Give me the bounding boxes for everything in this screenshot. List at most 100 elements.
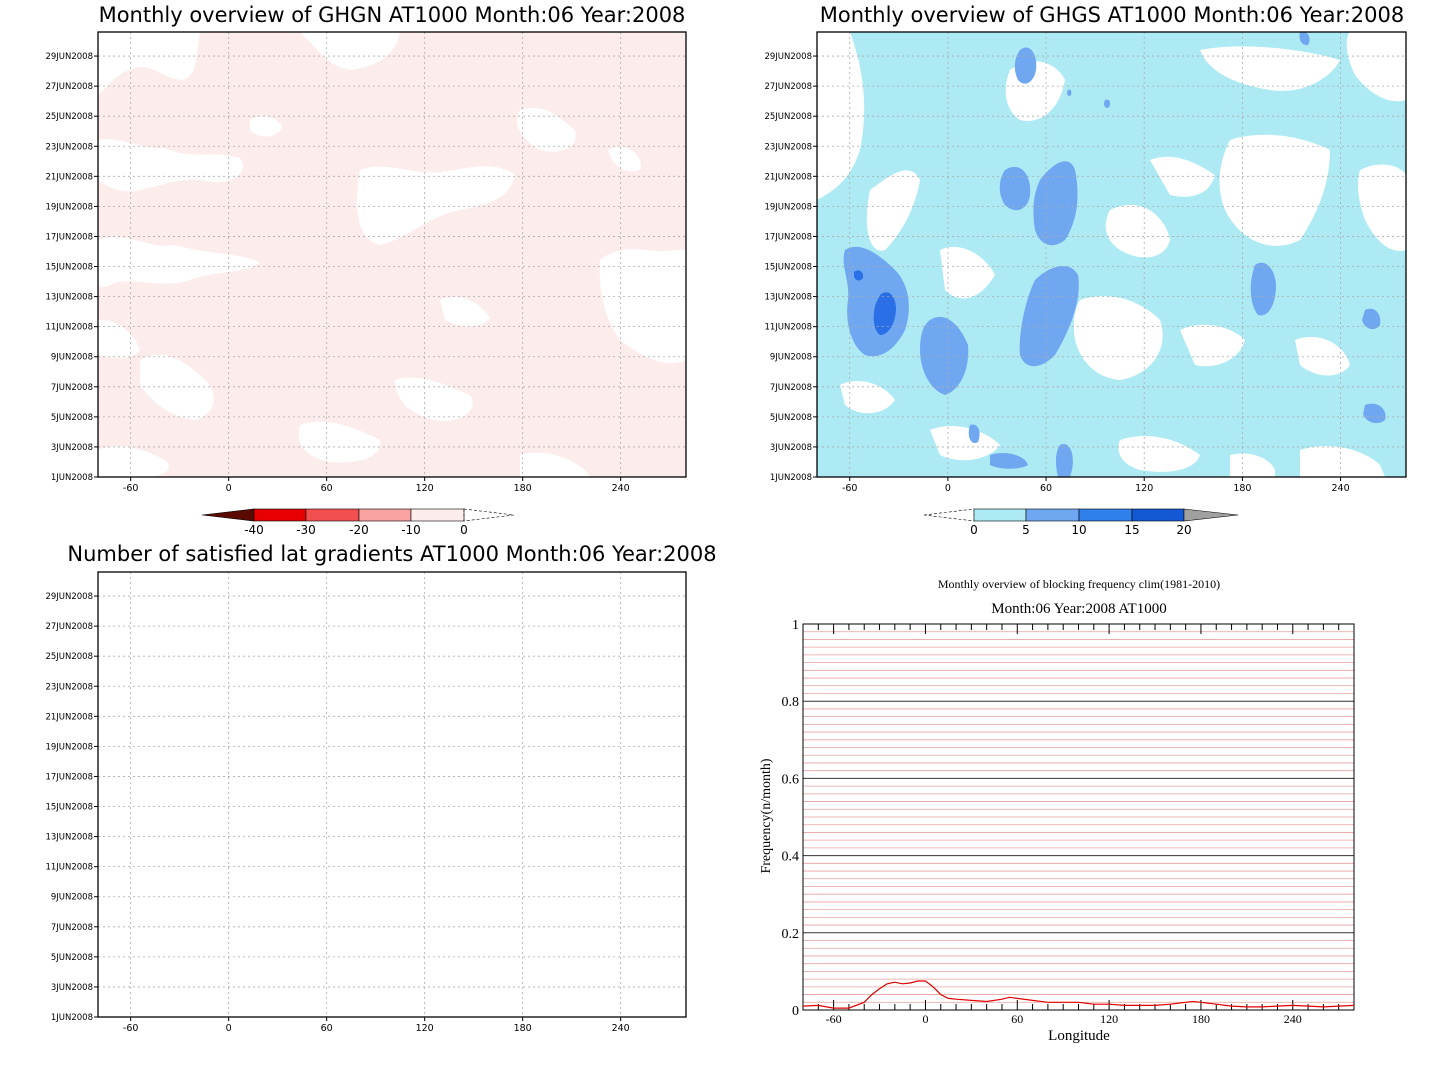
colorbar-box xyxy=(410,508,465,522)
colorbar-label: 0 xyxy=(460,523,468,537)
y-tick-label: 9JUN2008 xyxy=(770,353,812,363)
x-tick-label: -60 xyxy=(123,1023,139,1034)
y-tick-label: 29JUN2008 xyxy=(45,592,93,602)
ghgs-blank-regions xyxy=(817,32,1406,477)
ghgn-grid xyxy=(98,32,686,478)
y-tick-label: 5JUN2008 xyxy=(51,953,93,963)
ghgn-field xyxy=(98,32,686,477)
x-tick-label: 180 xyxy=(1233,483,1251,494)
ghgn-colorbar: -40 -30 -20 -10 0 xyxy=(201,508,515,537)
x-tick-label: -60 xyxy=(826,1012,842,1026)
line-yticks: 0 0.2 0.4 0.6 0.8 1 xyxy=(782,618,800,1019)
y-tick-label: 11JUN2008 xyxy=(45,863,93,873)
y-tick-label: 1JUN2008 xyxy=(51,473,93,483)
line-chart-subtitle: Month:06 Year:2008 AT1000 xyxy=(991,601,1166,617)
y-tick-label: 3JUN2008 xyxy=(51,443,93,453)
y-tick-label: 13JUN2008 xyxy=(764,293,812,303)
y-tick-label: 19JUN2008 xyxy=(45,202,93,212)
x-tick-label: -60 xyxy=(842,483,858,494)
colorbar-box xyxy=(973,508,1027,522)
y-tick-label: 23JUN2008 xyxy=(764,142,812,152)
y-tick-label: 7JUN2008 xyxy=(51,923,93,933)
y-tick-label: 25JUN2008 xyxy=(764,112,812,122)
ghgs-xticks: -60 0 60 120 180 240 xyxy=(842,477,1350,494)
nsat-grid xyxy=(98,572,686,1018)
y-tick-label: 0.6 xyxy=(782,772,800,787)
x-tick-label: 60 xyxy=(1011,1012,1023,1026)
y-tick-label: 0.8 xyxy=(782,695,800,710)
line-hlines xyxy=(803,631,1354,1003)
colorbar-label: 0 xyxy=(970,523,978,537)
y-tick-label: 29JUN2008 xyxy=(764,52,812,62)
ghgs-yticks: 1JUN2008 3JUN2008 5JUN2008 7JUN2008 9JUN2008… xyxy=(764,52,817,483)
y-tick-label: 27JUN2008 xyxy=(45,82,93,92)
panel-ghgs: Monthly overview of GHGS AT1000 Month:06… xyxy=(764,3,1407,537)
colorbar-box xyxy=(1078,508,1133,522)
x-tick-label: 240 xyxy=(612,483,630,494)
ghgs-colorbar: 0 5 10 15 20 xyxy=(923,508,1239,537)
y-tick-label: 1JUN2008 xyxy=(770,473,812,483)
y-tick-label: 15JUN2008 xyxy=(45,803,93,813)
y-tick-label: 25JUN2008 xyxy=(45,652,93,662)
ghgn-blank-regions xyxy=(98,32,686,477)
colorbar-arrow-low xyxy=(201,508,255,522)
panel-title: Number of satisfied lat gradients AT1000… xyxy=(67,542,716,566)
colorbar-box xyxy=(253,508,307,522)
plot-area xyxy=(98,572,686,1017)
panel-title: Monthly overview of GHGS AT1000 Month:06… xyxy=(820,3,1404,27)
y-tick-label: 11JUN2008 xyxy=(764,323,812,333)
panel-title: Monthly overview of GHGN AT1000 Month:06… xyxy=(99,3,686,27)
colorbar-box xyxy=(1025,508,1080,522)
panel-nsat: Number of satisfied lat gradients AT1000… xyxy=(45,542,716,1034)
y-tick-label: 5JUN2008 xyxy=(51,413,93,423)
x-tick-label: 0 xyxy=(226,483,232,494)
y-tick-label: 29JUN2008 xyxy=(45,52,93,62)
x-tick-label: 240 xyxy=(1331,483,1349,494)
panel-ghgn: Monthly overview of GHGN AT1000 Month:06… xyxy=(45,3,687,537)
y-tick-label: 9JUN2008 xyxy=(51,893,93,903)
nsat-yticks: 1JUN2008 3JUN2008 5JUN2008 7JUN2008 9JUN2008… xyxy=(45,592,98,1023)
colorbar-label: -10 xyxy=(401,523,421,537)
y-tick-label: 5JUN2008 xyxy=(770,413,812,423)
y-tick-label: 25JUN2008 xyxy=(45,112,93,122)
x-tick-label: 60 xyxy=(321,1023,333,1034)
colorbar-label: 15 xyxy=(1124,523,1139,537)
x-tick-label: 0 xyxy=(945,483,951,494)
line-xticks: -60 0 60 120 180 240 xyxy=(826,1012,1302,1026)
y-tick-label: 19JUN2008 xyxy=(764,202,812,212)
y-tick-label: 7JUN2008 xyxy=(770,383,812,393)
plot-frame xyxy=(97,31,687,478)
x-tick-label: 120 xyxy=(416,483,434,494)
y-tick-label: 27JUN2008 xyxy=(764,82,812,92)
ghgs-field xyxy=(817,32,1406,477)
x-tick-label: 60 xyxy=(321,483,333,494)
y-tick-label: 11JUN2008 xyxy=(45,323,93,333)
x-tick-label: -60 xyxy=(123,483,139,494)
y-tick-label: 21JUN2008 xyxy=(764,172,812,182)
ghgs-dark-regions xyxy=(854,270,896,335)
y-tick-label: 1JUN2008 xyxy=(51,1013,93,1023)
x-tick-label: 0 xyxy=(226,1023,232,1034)
y-tick-label: 23JUN2008 xyxy=(45,682,93,692)
y-tick-label: 1 xyxy=(792,618,799,633)
x-tick-label: 60 xyxy=(1040,483,1052,494)
x-tick-label: 120 xyxy=(1135,483,1153,494)
colorbar-arrow-high xyxy=(463,508,515,522)
ghgn-yticks: 1JUN2008 3JUN2008 5JUN2008 7JUN2008 9JUN2008… xyxy=(45,52,98,483)
x-tick-label: 240 xyxy=(1284,1012,1302,1026)
y-tick-label: 15JUN2008 xyxy=(764,263,812,273)
x-axis-label: Longitude xyxy=(1048,1028,1110,1044)
ghgn-xticks: -60 0 60 120 180 240 xyxy=(123,477,630,494)
panel-blocking-frequency: Monthly overview of blocking frequency c… xyxy=(759,577,1355,1044)
y-tick-label: 3JUN2008 xyxy=(770,443,812,453)
x-tick-label: 120 xyxy=(416,1023,434,1034)
y-tick-label: 23JUN2008 xyxy=(45,142,93,152)
colorbar-box xyxy=(1131,508,1185,522)
y-tick-label: 7JUN2008 xyxy=(51,383,93,393)
y-tick-label: 17JUN2008 xyxy=(45,232,93,242)
y-tick-label: 17JUN2008 xyxy=(45,772,93,782)
nsat-xticks: -60 0 60 120 180 240 xyxy=(123,1017,630,1034)
x-tick-label: 180 xyxy=(514,483,532,494)
colorbar-box xyxy=(305,508,360,522)
